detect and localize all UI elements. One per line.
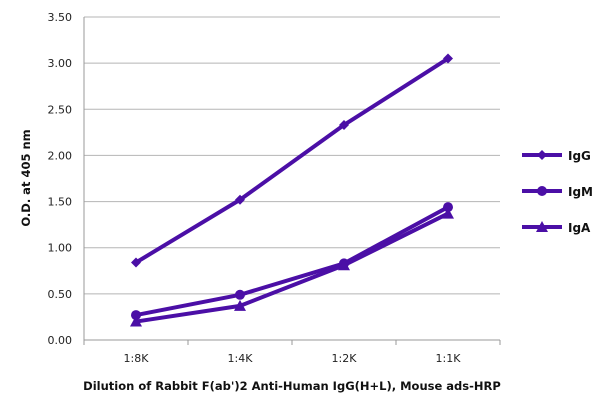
legend-label: IgG [568, 149, 591, 163]
series-line [134, 56, 450, 265]
x-tick-label: 1:1K [436, 352, 462, 365]
legend-item-igm: IgM [522, 185, 593, 199]
legend-marker [537, 186, 547, 196]
y-tick-label: 3.00 [48, 57, 73, 70]
y-tick-label: 1.00 [48, 242, 73, 255]
legend-item-igg: IgG [522, 149, 591, 163]
data-point [235, 194, 245, 205]
data-point [235, 289, 245, 300]
y-tick-label: 0.50 [48, 288, 73, 301]
series-igm [131, 202, 453, 321]
y-tick-label: 3.50 [48, 11, 73, 24]
legend-marker [536, 221, 548, 232]
legend-marker [537, 150, 547, 160]
y-tick-label: 2.50 [48, 103, 73, 116]
data-point [131, 310, 141, 321]
data-point [339, 119, 349, 130]
series-iga [130, 207, 454, 327]
x-tick-label: 1:4K [228, 352, 254, 365]
legend-item-iga: IgA [522, 221, 591, 235]
data-point [443, 202, 453, 213]
series-line [135, 205, 449, 318]
series-line [135, 211, 449, 324]
y-tick-label: 1.50 [48, 196, 73, 209]
x-tick-label: 1:8K [124, 352, 150, 365]
legend-label: IgM [568, 185, 593, 199]
x-tick-label: 1:2K [332, 352, 358, 365]
data-point [338, 259, 350, 271]
y-axis-label: O.D. at 405 nm [19, 129, 33, 226]
legend-label: IgA [568, 221, 591, 235]
data-point [234, 299, 246, 311]
series-igg [131, 53, 453, 268]
y-tick-label: 2.00 [48, 149, 73, 162]
x-axis-label: Dilution of Rabbit F(ab')2 Anti-Human Ig… [83, 379, 501, 393]
data-point [442, 207, 454, 219]
data-point [130, 315, 142, 327]
y-tick-label: 0.00 [48, 334, 73, 347]
data-point [131, 257, 141, 268]
data-point [443, 53, 453, 64]
